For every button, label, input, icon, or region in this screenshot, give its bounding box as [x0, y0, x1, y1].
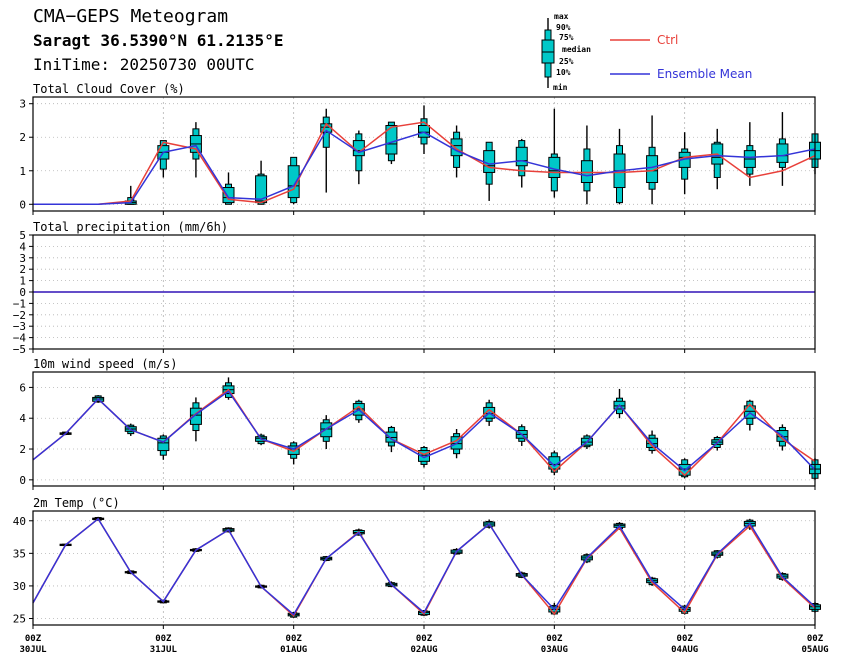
box-inner	[483, 150, 496, 173]
ensemble-mean-line	[32, 517, 816, 616]
panel-frame	[32, 371, 816, 487]
y-tick-label: −3	[13, 320, 26, 333]
x-tick-hour-label: 00Z	[155, 634, 172, 644]
legend-box-label: 25%	[559, 57, 574, 66]
panel-frame	[32, 234, 816, 350]
legend-box-label: min	[553, 82, 568, 92]
box-96h	[548, 108, 561, 198]
y-tick-label: −1	[13, 297, 26, 310]
y-tick-label: 0	[19, 286, 26, 299]
panel-2: 10m wind speed (m/s) 0 2 4 6	[19, 357, 821, 490]
box-inner	[287, 445, 300, 455]
y-tick-label: 2	[19, 131, 26, 144]
y-tick-label: 40	[13, 515, 26, 528]
box-84h	[483, 141, 496, 201]
box-132h	[743, 122, 756, 186]
box-inner	[287, 165, 300, 199]
x-tick-date-label: 31JUL	[150, 645, 178, 655]
ensemble-mean-line	[33, 129, 816, 206]
box-108h	[613, 388, 626, 419]
y-tick-label: 35	[13, 547, 26, 560]
box-138h	[776, 424, 789, 451]
x-tick-hour-label: 00Z	[286, 634, 303, 644]
y-tick-label: 0	[19, 198, 26, 211]
y-tick-label: 25	[13, 612, 26, 625]
y-tick-label: 2	[19, 443, 26, 456]
init-time-label: IniTime: 20250730 00UTC	[33, 55, 255, 74]
box-inner	[157, 437, 170, 452]
x-tick-hour-label: 00Z	[416, 634, 433, 644]
location-label: Saragt 36.5390°N 61.2135°E	[33, 31, 284, 50]
x-tick-date-label: 04AUG	[671, 645, 698, 655]
panel-title: Total precipitation (mm/6h)	[33, 220, 228, 234]
panel-frame	[32, 510, 816, 626]
legend-box-label: 10%	[556, 68, 571, 77]
box-54h	[320, 108, 333, 193]
legend-box-label: 75%	[559, 33, 574, 42]
ensemble-mean-line	[32, 390, 816, 472]
y-tick-label: 0	[19, 474, 26, 487]
y-tick-label: −5	[13, 343, 26, 356]
legend: max 90%75% median 25% 10% min Ctrl Ensemble Mea…	[541, 12, 752, 92]
y-tick-label: 6	[19, 381, 26, 394]
y-tick-label: 3	[19, 252, 26, 265]
y-tick-label: 30	[13, 580, 26, 593]
box-108h	[613, 128, 626, 205]
x-tick-hour-label: 00Z	[677, 634, 694, 644]
box-72h	[418, 105, 430, 154]
box-inner	[385, 125, 398, 155]
box-138h	[776, 112, 789, 186]
legend-box-label: 90%	[556, 23, 571, 32]
legend-box-label: median	[562, 44, 591, 54]
x-tick-date-label: 03AUG	[541, 645, 568, 655]
box-48h	[287, 441, 300, 465]
x-tick-hour-label: 00Z	[25, 634, 42, 644]
x-tick-hour-label: 00Z	[807, 634, 824, 644]
box-114h	[646, 115, 659, 205]
x-tick-hour-label: 00Z	[546, 634, 563, 644]
panel-frame	[32, 96, 816, 212]
y-tick-label: −2	[13, 309, 26, 322]
box-inner	[548, 456, 561, 470]
box-inner	[450, 138, 463, 157]
y-tick-label: 1	[19, 165, 26, 178]
y-tick-label: 4	[19, 412, 26, 425]
box-60h	[352, 130, 365, 185]
box-inner	[515, 146, 528, 167]
x-tick-date-label: 30JUL	[19, 645, 47, 655]
panel-1: Total precipitation (mm/6h) −5−4−3−2−1012…	[13, 220, 816, 356]
y-tick-label: 4	[19, 240, 26, 253]
x-tick-date-label: 02AUG	[410, 645, 437, 655]
panel-title: 10m wind speed (m/s)	[33, 357, 178, 371]
ctrl-line	[33, 121, 816, 206]
box-inner	[418, 125, 430, 138]
y-tick-label: 1	[19, 275, 26, 288]
y-tick-label: 2	[19, 263, 26, 276]
box-30h	[189, 397, 202, 442]
panel-0: Total Cloud Cover (%) 0 1 2 3	[19, 82, 821, 215]
chart-title: CMA−GEPS Meteogram	[33, 6, 229, 27]
box-102h	[580, 125, 593, 205]
box-inner	[776, 143, 789, 163]
box-90h	[515, 138, 528, 188]
legend-ctrl-label: Ctrl	[657, 33, 678, 47]
x-tick-date-label: 05AUG	[801, 645, 828, 655]
panel-title: Total Cloud Cover (%)	[33, 82, 185, 96]
legend-mean-label: Ensemble Mean	[657, 67, 752, 81]
y-tick-label: 5	[19, 229, 26, 242]
panel-title: 2m Temp (°C)	[33, 496, 120, 510]
legend-box-label: max	[554, 12, 569, 21]
box-inner	[222, 187, 235, 204]
box-inner	[189, 407, 202, 425]
y-tick-label: 3	[19, 98, 26, 111]
panel-3: 2m Temp (°C) 25 30 35 40	[13, 496, 821, 629]
box-120h	[678, 132, 691, 195]
box-126h	[711, 128, 724, 190]
x-tick-date-label: 01AUG	[280, 645, 307, 655]
y-tick-label: −4	[13, 332, 27, 345]
box-inner	[580, 160, 593, 184]
